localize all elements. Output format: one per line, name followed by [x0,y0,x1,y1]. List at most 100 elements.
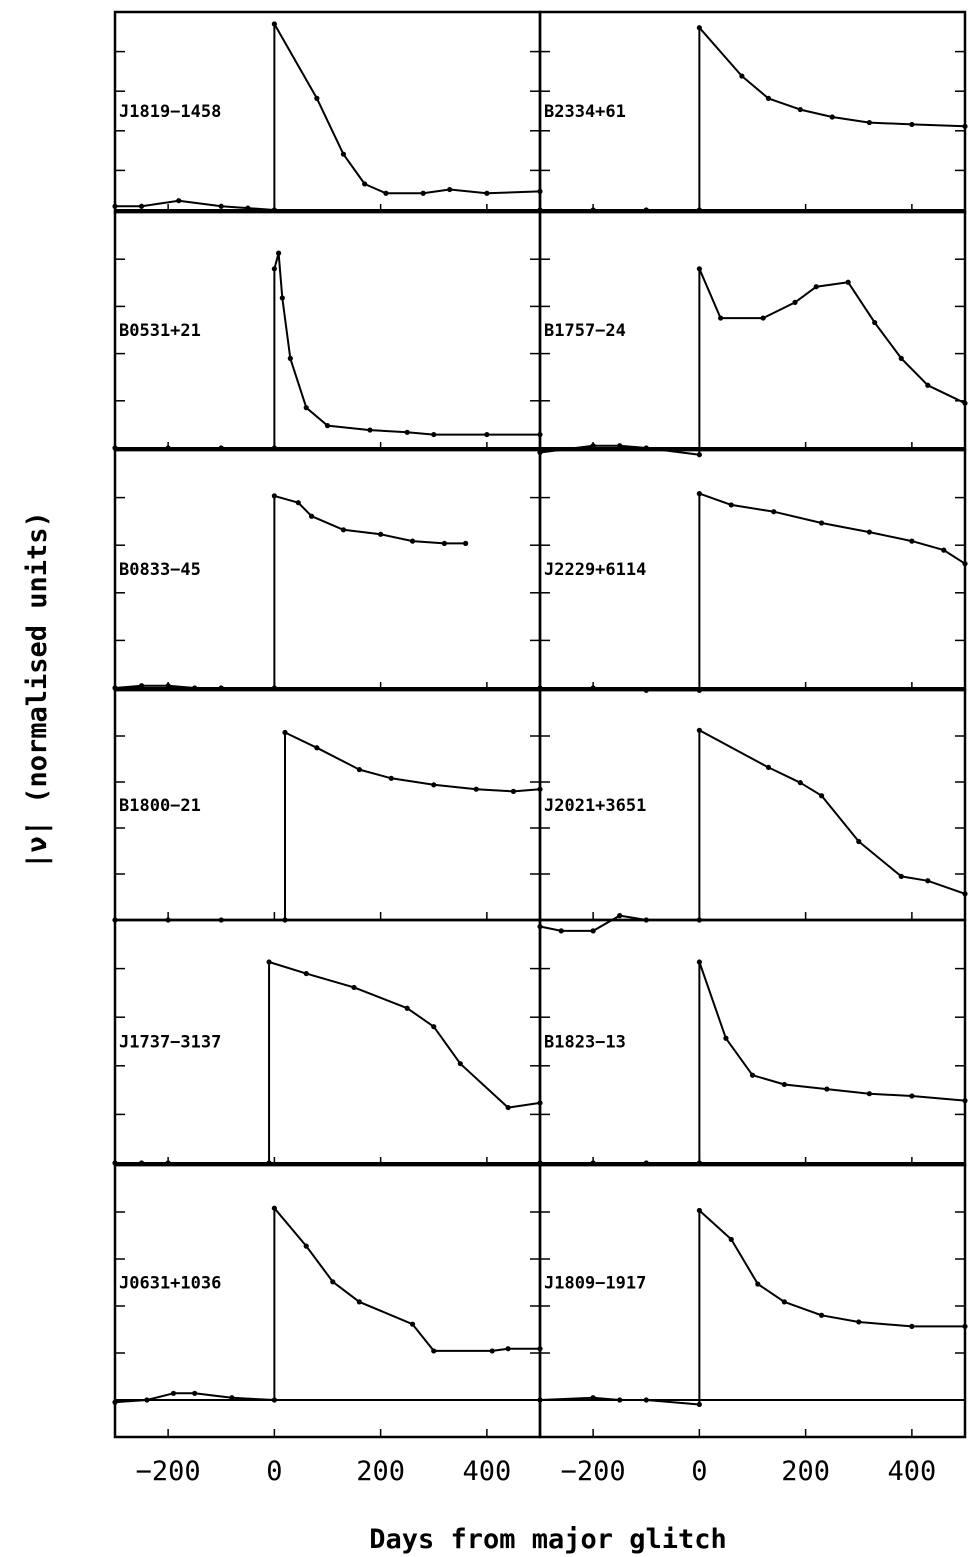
y-axis-label: |ν̇| (normalised units) [22,511,53,869]
pulsar-label: J1737−3137 [119,1033,221,1053]
data-point [271,1205,277,1211]
x-tick-label: 200 [356,1456,405,1487]
data-point [420,190,426,196]
pulsar-label: J0631+1036 [119,1274,221,1294]
data-point [845,279,851,285]
data-point [856,838,862,845]
pulsar-label: B2334+61 [544,102,626,122]
panel: B1800−21 [112,688,543,923]
x-tick-label: −200 [136,1456,201,1487]
data-point [866,119,872,126]
panel: J2021+3651 [537,688,968,934]
data-point [962,891,968,897]
data-point [510,788,517,794]
x-tick-label: 0 [266,1456,282,1487]
panel: J2229+6114 [537,448,968,693]
data-point [409,1321,416,1327]
pulsar-label: J1819−1458 [119,102,221,122]
data-point [962,1098,968,1104]
data-point [696,452,702,458]
data-point [176,198,182,204]
pre-glitch-line [115,199,275,211]
data-point [457,1061,463,1067]
panel: J1737−3137 [112,918,543,1167]
data-point [909,538,915,544]
data-point [765,95,772,101]
pulsar-label: B1757−24 [544,321,626,341]
data-point [170,1390,177,1396]
data-point [696,266,702,272]
panel: B0531+21 [112,210,543,452]
data-point [282,729,288,736]
data-point [463,540,469,546]
panel: J0631+1036 [112,1163,543,1439]
data-point [287,355,293,361]
data-point [431,1348,437,1354]
data-point [276,250,282,256]
data-point [872,319,878,326]
data-point [356,766,362,773]
data-point [898,355,904,361]
data-point [866,529,872,535]
post-glitch-line [274,494,466,545]
data-point [505,1346,511,1352]
data-point [484,190,490,196]
data-point [383,190,389,196]
data-point [473,786,479,792]
x-tick-label: 400 [887,1456,936,1487]
pulsar-label: B0833−45 [119,560,201,580]
data-point [378,531,384,537]
data-point [112,203,118,209]
x-tick-label: 200 [781,1456,830,1487]
data-point [818,793,825,799]
data-point [340,527,347,533]
data-point [797,780,803,786]
data-point [755,1281,761,1287]
data-point [909,1093,915,1099]
data-point [962,561,968,567]
data-point [351,984,357,991]
data-point [696,1207,702,1214]
data-point [362,181,368,187]
data-point [760,315,766,321]
data-point [898,873,904,880]
data-point [824,1086,830,1092]
x-axis-label: Days from major glitch [369,1524,727,1555]
panel-frame [538,1163,967,1439]
data-point [431,782,437,788]
post-glitch-line [273,1207,540,1352]
data-point [728,1236,734,1243]
data-point [340,151,347,157]
data-point [489,1348,495,1354]
data-point [718,315,724,321]
data-point [723,1035,729,1041]
data-point [696,491,702,497]
data-point [941,547,947,553]
data-point [279,295,285,301]
data-point [388,775,394,781]
post-glitch-line [698,961,966,1102]
data-point [818,1312,825,1318]
pulsar-label: B1823−13 [544,1033,626,1053]
panel-frame [113,1163,542,1439]
data-point [271,493,277,499]
post-glitch-line [698,729,966,895]
pulsar-label: B0531+21 [119,321,201,341]
data-point [367,427,373,433]
data-point [771,509,777,515]
data-point [728,502,734,508]
data-point [781,1299,787,1305]
data-point [303,1243,309,1249]
x-tick-label: 400 [462,1456,511,1487]
post-glitch-line [698,268,966,405]
data-point [696,1401,702,1408]
post-glitch-line [268,961,541,1109]
data-point [330,1279,336,1285]
post-glitch-line [698,1209,965,1328]
panel: J1809−1917 [537,1163,968,1439]
post-glitch-line [273,23,541,195]
data-point [484,431,490,438]
post-glitch-line [273,252,540,436]
data-point [866,1091,872,1097]
